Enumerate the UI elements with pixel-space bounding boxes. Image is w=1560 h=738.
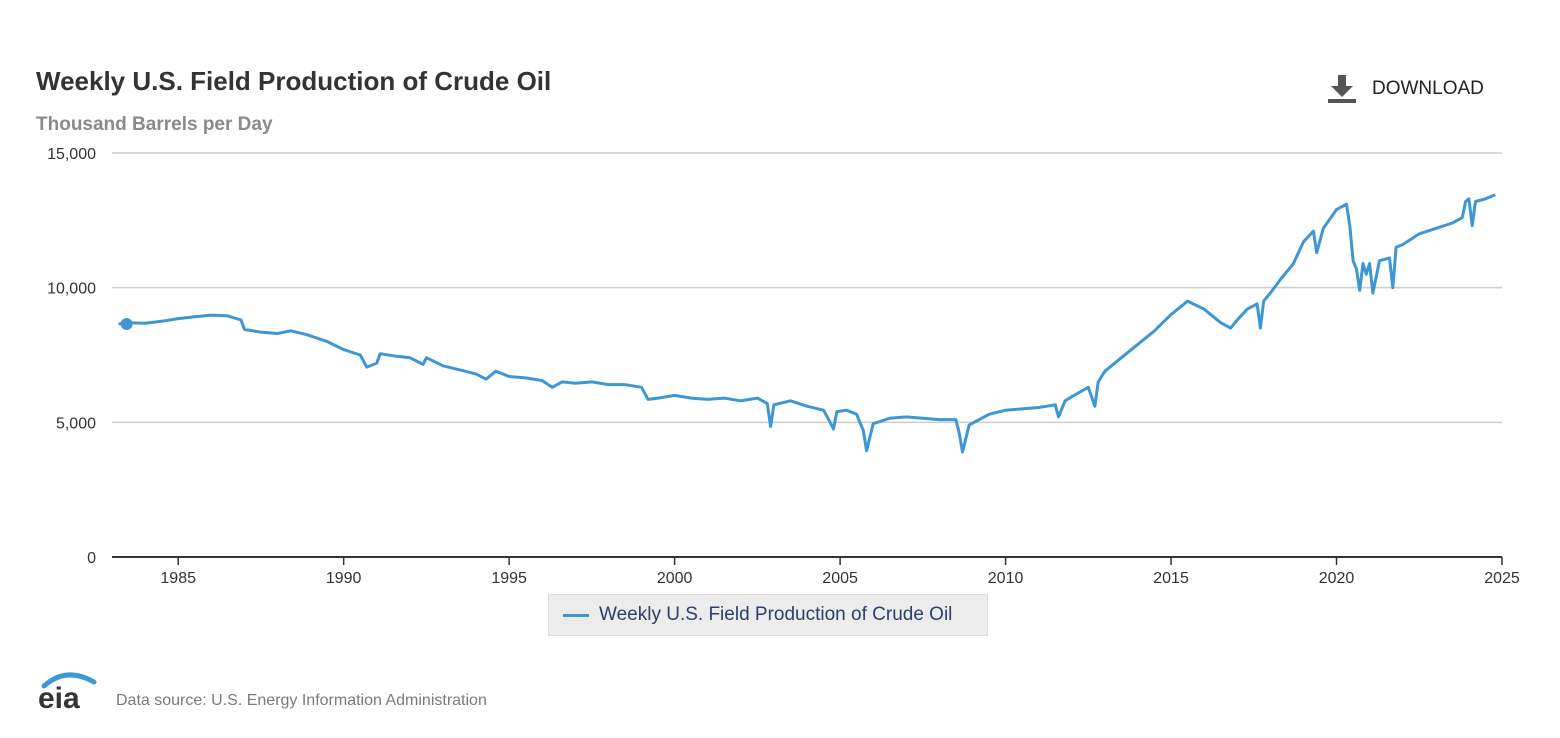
eia-logo: eia [38, 672, 97, 714]
grid-lines [112, 152, 1502, 424]
x-tick-label: 2025 [1484, 570, 1520, 587]
y-tick-label: 5,000 [56, 415, 96, 432]
y-tick-label: 10,000 [47, 281, 96, 298]
data-source: Data source: U.S. Energy Information Adm… [116, 692, 487, 709]
series-line [118, 193, 1496, 454]
series-layer [118, 193, 1496, 454]
axes: 0 5,000 10,000 15,000 1985 1990 1995 2000 2005 20… [47, 146, 1520, 587]
y-tick-label: 0 [87, 550, 96, 567]
legend-label: Weekly U.S. Field Production of Crude Oi… [599, 604, 953, 625]
series-marker[interactable] [120, 318, 133, 331]
download-label: DOWNLOAD [1372, 78, 1484, 99]
legend-swatch [563, 613, 589, 617]
x-tick-label: 2010 [988, 570, 1024, 587]
chart-subtitle: Thousand Barrels per Day [36, 114, 273, 135]
chart-title: Weekly U.S. Field Production of Crude Oi… [36, 66, 552, 96]
x-tick-label: 1995 [491, 570, 527, 587]
x-tick-label: 1985 [160, 570, 196, 587]
x-tick-label: 1990 [326, 570, 362, 587]
download-button[interactable]: DOWNLOAD [1326, 74, 1484, 104]
x-tick-label: 2015 [1153, 570, 1189, 587]
download-icon [1328, 75, 1356, 103]
x-tick-label: 2005 [822, 570, 858, 587]
x-tick-label: 2020 [1319, 570, 1355, 587]
eia-logo-text: eia [38, 682, 80, 714]
x-tick-label: 2000 [657, 570, 693, 587]
y-tick-label: 15,000 [47, 146, 96, 163]
legend-item[interactable]: Weekly U.S. Field Production of Crude Oi… [548, 594, 988, 636]
footer: eia Data source: U.S. Energy Information… [36, 668, 487, 714]
